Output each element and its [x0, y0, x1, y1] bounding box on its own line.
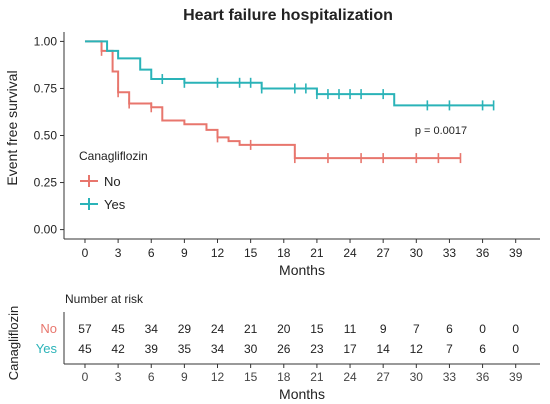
survival-curves [84, 40, 495, 164]
risk-cell: 29 [178, 322, 192, 336]
legend-entries: No Yes [80, 174, 126, 212]
risk-cell: 35 [178, 342, 192, 356]
legend-label-yes: Yes [104, 197, 126, 212]
risk-cell: 7 [446, 342, 453, 356]
risk-table: Number at risk Canagliflozin No 57 45 34 29 2… [6, 292, 540, 402]
risk-x-tick-label: 39 [509, 370, 523, 384]
risk-x-ticks: 0 3 6 9 12 15 18 21 24 27 30 33 36 39 [82, 364, 523, 384]
x-tick-label: 3 [115, 246, 122, 260]
risk-x-tick-label: 30 [410, 370, 424, 384]
risk-table-title: Number at risk [65, 292, 144, 306]
y-ticks: 0.00 0.25 0.50 0.75 1.00 [34, 34, 64, 237]
survival-curve-no [84, 40, 461, 160]
risk-cell: 57 [78, 322, 92, 336]
risk-x-tick-label: 24 [343, 370, 357, 384]
y-tick-label: 0.25 [34, 176, 58, 190]
x-tick-label: 0 [82, 246, 89, 260]
p-value-annotation: p = 0.0017 [415, 125, 467, 137]
x-tick-label: 15 [244, 246, 258, 260]
x-tick-label: 39 [509, 246, 523, 260]
y-axis-label: Event free survival [4, 70, 20, 185]
risk-cell: 45 [111, 322, 125, 336]
legend: Canagliflozin No Yes [79, 149, 148, 212]
risk-x-tick-label: 15 [244, 370, 258, 384]
risk-cell: 34 [211, 342, 225, 356]
risk-cell: 0 [479, 322, 486, 336]
legend-title: Canagliflozin [79, 149, 148, 163]
risk-cell: 15 [310, 322, 324, 336]
x-axis-label: Months [279, 262, 325, 278]
risk-cell: 0 [512, 342, 519, 356]
risk-x-tick-label: 0 [82, 370, 89, 384]
risk-cell: 14 [376, 342, 390, 356]
risk-cell: 0 [512, 322, 519, 336]
risk-x-tick-label: 9 [181, 370, 188, 384]
x-tick-label: 33 [443, 246, 457, 260]
risk-x-tick-label: 18 [277, 370, 291, 384]
risk-row-label-yes: Yes [36, 341, 58, 356]
risk-cell: 17 [343, 342, 357, 356]
survival-curve-yes [84, 40, 494, 107]
risk-cell: 12 [410, 342, 424, 356]
x-tick-label: 6 [148, 246, 155, 260]
risk-cell: 21 [244, 322, 258, 336]
risk-cell: 34 [145, 322, 159, 336]
risk-cell: 6 [479, 342, 486, 356]
risk-x-tick-label: 36 [476, 370, 490, 384]
risk-cell: 7 [413, 322, 420, 336]
risk-x-tick-label: 6 [148, 370, 155, 384]
risk-cell: 42 [111, 342, 125, 356]
risk-cell: 11 [344, 322, 357, 336]
y-tick-label: 0.50 [34, 129, 58, 143]
risk-cell: 26 [277, 342, 291, 356]
risk-cell: 20 [277, 322, 291, 336]
chart-title: Heart failure hospitalization [183, 7, 393, 24]
x-tick-label: 36 [476, 246, 490, 260]
x-tick-label: 12 [211, 246, 225, 260]
km-plot: Heart failure hospitalization Event free… [4, 7, 540, 278]
risk-table-y-label: Canagliflozin [6, 306, 21, 380]
risk-row-label-no: No [40, 321, 57, 336]
risk-cell: 24 [211, 322, 225, 336]
risk-x-tick-label: 33 [443, 370, 457, 384]
risk-x-axis-label: Months [279, 386, 325, 402]
risk-cell: 30 [244, 342, 258, 356]
risk-cell: 39 [145, 342, 159, 356]
x-tick-label: 30 [410, 246, 424, 260]
risk-cell: 45 [78, 342, 92, 356]
risk-x-tick-label: 27 [376, 370, 390, 384]
x-tick-label: 9 [181, 246, 188, 260]
x-tick-label: 24 [343, 246, 357, 260]
risk-cell: 23 [310, 342, 324, 356]
risk-cell: 9 [380, 322, 387, 336]
risk-x-tick-label: 3 [115, 370, 122, 384]
risk-x-tick-label: 12 [211, 370, 225, 384]
risk-cell: 6 [446, 322, 453, 336]
y-tick-label: 0.75 [34, 81, 58, 95]
legend-label-no: No [104, 174, 121, 189]
x-tick-label: 21 [310, 246, 324, 260]
x-tick-label: 27 [376, 246, 390, 260]
x-ticks: 0 3 6 9 12 15 18 21 24 27 30 33 36 39 [82, 239, 523, 260]
risk-rows: No 57 45 34 29 24 21 20 15 11 9 7 6 0 0 Yes 45 42 39 35 34 30… [36, 321, 520, 356]
y-tick-label: 1.00 [34, 34, 58, 48]
y-tick-label: 0.00 [34, 223, 58, 237]
risk-x-tick-label: 21 [310, 370, 324, 384]
x-tick-label: 18 [277, 246, 291, 260]
